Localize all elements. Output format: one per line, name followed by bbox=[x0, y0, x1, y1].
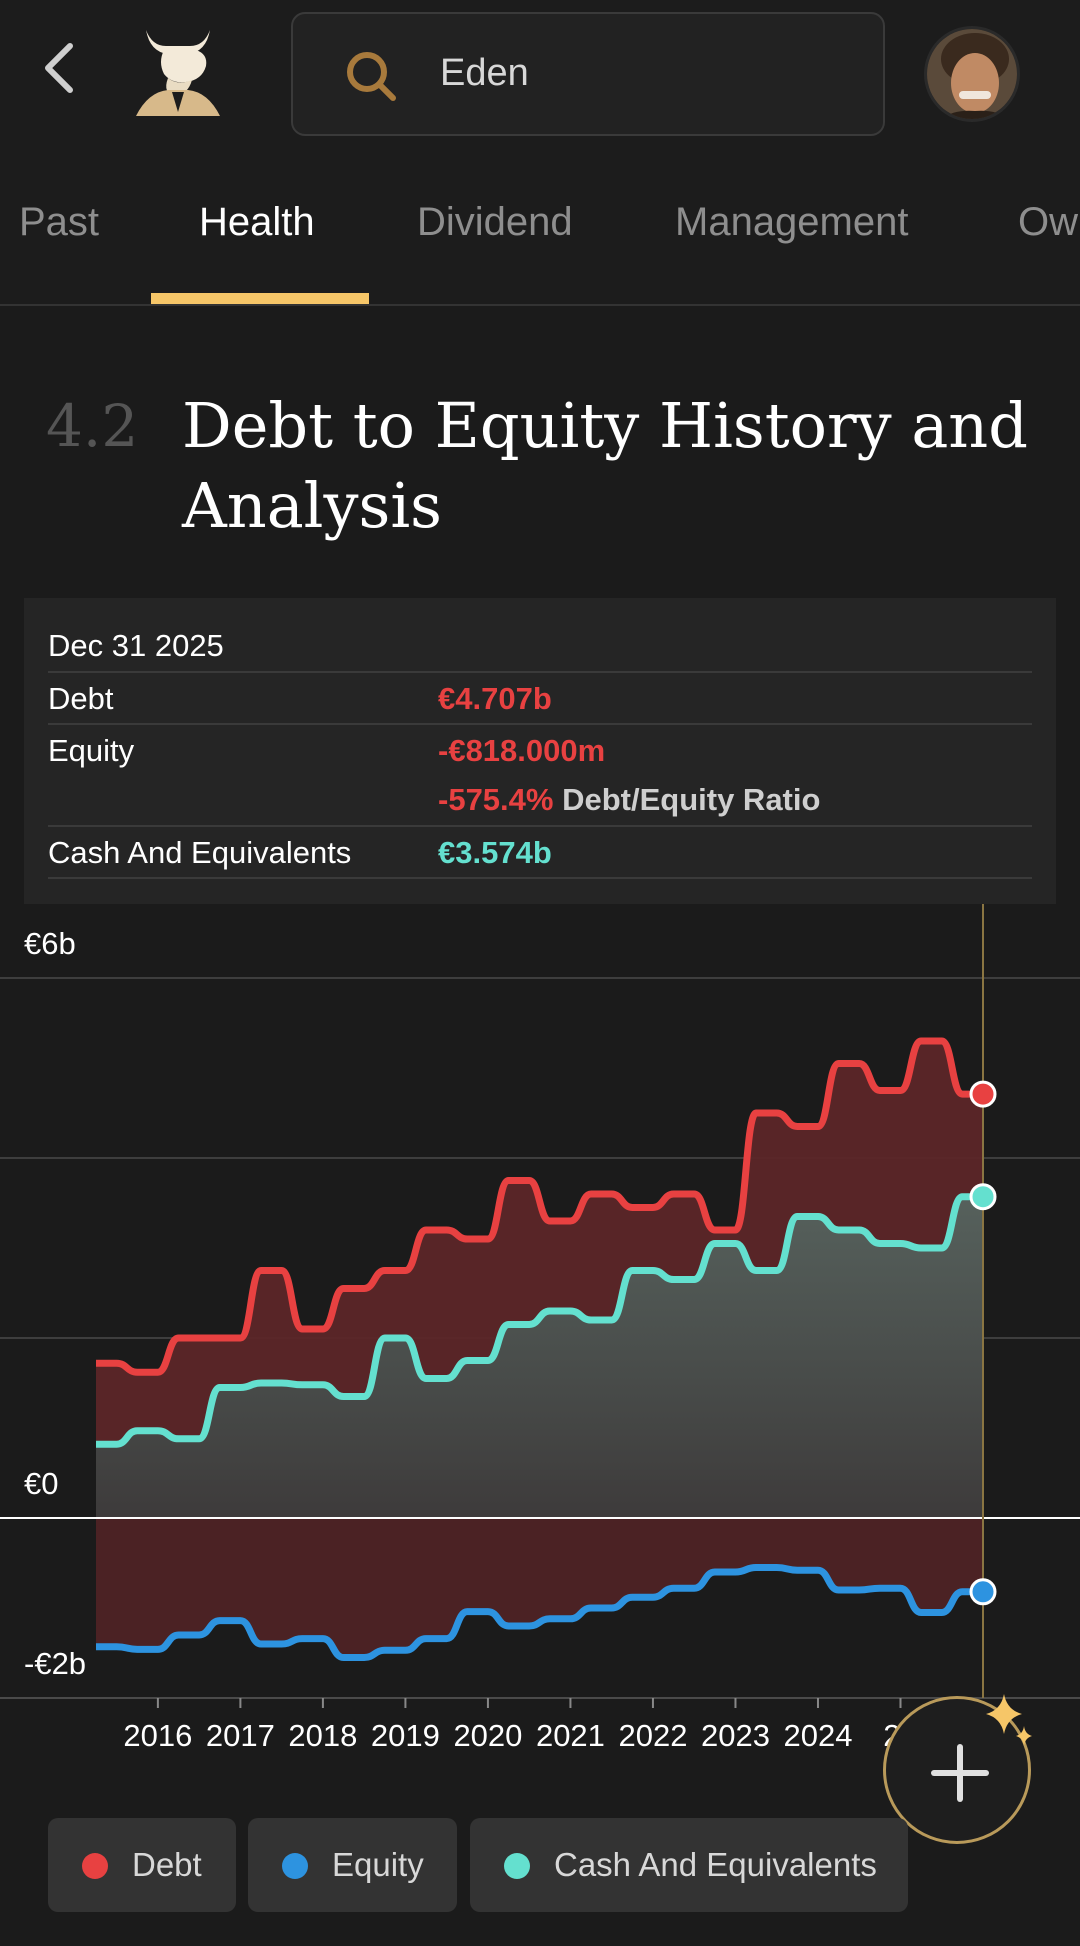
x-tick-label: 2017 bbox=[206, 1718, 275, 1750]
debt-point bbox=[969, 1080, 997, 1108]
cash-point bbox=[969, 1183, 997, 1211]
search-input[interactable]: Eden bbox=[291, 12, 885, 136]
debt-line bbox=[95, 1037, 983, 1376]
x-tick-label: 2023 bbox=[701, 1718, 770, 1750]
page-title: Debt to Equity History and Analysis bbox=[182, 389, 1028, 542]
add-button[interactable] bbox=[883, 1696, 1031, 1844]
tab-ownership[interactable]: Ow bbox=[1018, 200, 1078, 244]
tab-past[interactable]: Past bbox=[19, 200, 100, 244]
x-tick-label: 2021 bbox=[536, 1718, 605, 1750]
equity-line bbox=[96, 1564, 983, 1661]
search-value: Eden bbox=[440, 52, 529, 94]
debt-value: €4.707b bbox=[438, 681, 552, 716]
ratio-line: -575.4% Debt/Equity Ratio bbox=[438, 782, 820, 818]
cash-value: €3.574b bbox=[438, 835, 552, 870]
legend-label: Debt bbox=[132, 1846, 202, 1883]
cash-label: Cash And Equivalents bbox=[48, 835, 352, 870]
equity-dot-icon bbox=[282, 1853, 308, 1879]
legend-debt[interactable]: Debt bbox=[48, 1818, 236, 1912]
cash-line bbox=[95, 1193, 983, 1448]
x-tick-label: 2016 bbox=[123, 1718, 192, 1750]
equity-value: -€818.000m bbox=[438, 733, 606, 768]
cash-area bbox=[96, 1196, 983, 1518]
section-number: 4.2 bbox=[46, 392, 139, 460]
tab-dividend[interactable]: Dividend bbox=[417, 200, 573, 244]
x-tick-label: 2018 bbox=[288, 1718, 357, 1750]
tab-bar: Past Health Dividend Management Ow bbox=[0, 148, 1080, 306]
cash-row: Cash And Equivalents €3.574b bbox=[48, 825, 1032, 879]
debt-row: Debt €4.707b bbox=[48, 671, 1032, 723]
debt-dot-icon bbox=[82, 1853, 108, 1879]
legend-cash[interactable]: Cash And Equivalents bbox=[470, 1818, 908, 1912]
y-tick-label: €0 bbox=[24, 1466, 59, 1501]
cash-dot-icon bbox=[504, 1853, 530, 1879]
legend-equity[interactable]: Equity bbox=[248, 1818, 457, 1912]
equity-row: Equity -€818.000m -575.4% Debt/Equity Ra… bbox=[48, 723, 1032, 825]
tooltip-panel: Dec 31 2025 Debt €4.707b Equity -€818.00… bbox=[24, 598, 1056, 904]
legend-label: Cash And Equivalents bbox=[554, 1846, 877, 1883]
back-arrow-icon[interactable] bbox=[38, 38, 82, 98]
y-tick-label: -€2b bbox=[24, 1646, 87, 1681]
equity-area bbox=[96, 1518, 983, 1658]
avatar[interactable] bbox=[924, 26, 1020, 122]
sparkle-icon bbox=[978, 1690, 1038, 1750]
tooltip-date: Dec 31 2025 bbox=[48, 628, 224, 663]
tab-management[interactable]: Management bbox=[675, 200, 909, 244]
ratio-value: -575.4% bbox=[438, 782, 554, 817]
x-tick-label: 2024 bbox=[783, 1718, 852, 1750]
app-header: Eden bbox=[0, 0, 1080, 148]
bull-logo-icon[interactable] bbox=[128, 22, 228, 118]
debt-equity-chart[interactable]: €6b €0 -€2b 2016 2017 2018 2019 2020 2021 2022… bbox=[0, 904, 1080, 1753]
y-tick-label: €6b bbox=[24, 926, 76, 961]
chart-canvas: 20162017201820192020202120222023202420 bbox=[0, 904, 1080, 1753]
ratio-label: Debt/Equity Ratio bbox=[562, 782, 821, 817]
x-tick-label: 2019 bbox=[371, 1718, 440, 1750]
x-tick-label: 2022 bbox=[618, 1718, 687, 1750]
search-icon bbox=[343, 48, 399, 104]
active-tab-indicator bbox=[151, 293, 369, 304]
equity-label: Equity bbox=[48, 733, 135, 768]
tab-health[interactable]: Health bbox=[199, 200, 315, 244]
legend-label: Equity bbox=[332, 1846, 424, 1883]
plus-icon bbox=[931, 1744, 989, 1802]
x-tick-label: 2020 bbox=[453, 1718, 522, 1750]
debt-label: Debt bbox=[48, 681, 114, 716]
equity-point bbox=[969, 1578, 997, 1606]
